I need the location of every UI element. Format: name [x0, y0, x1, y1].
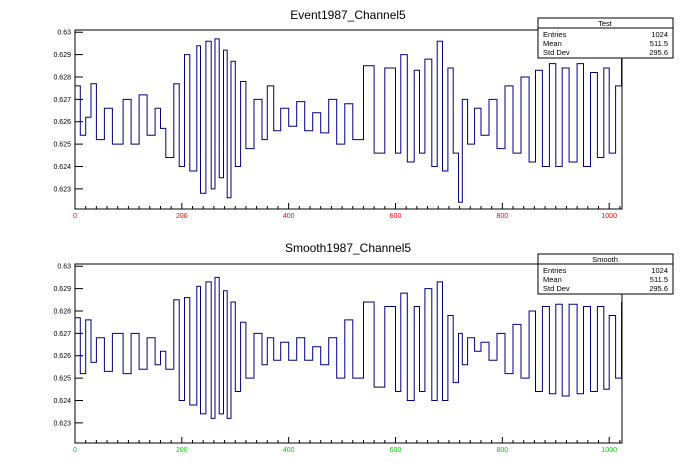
x-tick-label: 1000	[601, 213, 617, 220]
series-line	[75, 276, 622, 419]
y-tick-label: 0.628	[53, 308, 71, 315]
x-tick-label: 600	[390, 447, 402, 454]
x-axis-ticks: 0 200 400 600 800 1000	[73, 203, 617, 220]
y-axis-ticks: 0.623 0.624 0.625 0.626 0.627 0.628 0.629 0.63	[53, 264, 83, 427]
y-tick-label: 0.623	[53, 420, 71, 427]
x-tick-label: 0	[73, 447, 77, 454]
stats-mean-label: Mean	[543, 275, 562, 284]
chart-panel-2: Smooth1987_Channel5 0.623 0.624 0.625 0.626…	[53, 241, 674, 454]
x-tick-label: 800	[497, 213, 509, 220]
x-tick-label: 1000	[601, 447, 617, 454]
stats-box-frame	[537, 17, 674, 59]
x-axis-minor-ticks	[85, 206, 621, 209]
stats-mean-value: 511.5	[650, 275, 668, 284]
plot-frame	[74, 29, 623, 210]
x-tick-label: 600	[390, 213, 402, 220]
y-tick-label: 0.625	[53, 376, 71, 383]
y-tick-label: 0.624	[53, 398, 71, 405]
x-tick-label: 200	[176, 447, 188, 454]
stats-entries-value: 1024	[651, 266, 668, 275]
chart-title: Event1987_Channel5	[290, 8, 406, 22]
x-tick-label: 200	[176, 213, 188, 220]
stats-mean-value: 511.5	[650, 39, 668, 48]
stats-stddev-value: 295.6	[649, 284, 668, 293]
stats-stddev-value: 295.6	[649, 48, 668, 57]
y-tick-label: 0.626	[53, 353, 71, 360]
y-tick-label: 0.627	[53, 331, 71, 338]
stats-entries-label: Entries	[543, 266, 567, 275]
stats-stddev-label: Std Dev	[543, 48, 570, 57]
y-tick-label: 0.629	[53, 286, 71, 293]
stats-box: Test Entries 1024 Mean 511.5 Std Dev 295…	[537, 17, 674, 59]
y-tick-label: 0.63	[57, 30, 71, 37]
stats-box-title: Test	[598, 19, 613, 28]
stats-entries-label: Entries	[543, 30, 567, 39]
y-axis-ticks: 0.623 0.624 0.625 0.626 0.627 0.628 0.629 0.63	[53, 30, 83, 193]
stats-box: Smooth Entries 1024 Mean 511.5 Std Dev 2…	[537, 253, 674, 295]
chart-title: Smooth1987_Channel5	[285, 241, 411, 255]
y-tick-label: 0.625	[53, 142, 71, 149]
x-axis-minor-ticks	[85, 440, 621, 443]
x-tick-label: 0	[73, 213, 77, 220]
stats-stddev-label: Std Dev	[543, 284, 570, 293]
x-tick-label: 800	[497, 447, 509, 454]
y-tick-label: 0.627	[53, 97, 71, 104]
stats-mean-label: Mean	[543, 39, 562, 48]
x-axis-ticks: 0 200 400 600 800 1000	[73, 437, 617, 454]
series-line	[75, 38, 622, 203]
chart-panel-1: Event1987_Channel5 0.6230.6240.6250.6260…	[53, 8, 674, 220]
y-tick-label: 0.629	[53, 52, 71, 59]
y-tick-label: 0.628	[53, 74, 71, 81]
y-tick-label: 0.624	[53, 164, 71, 171]
y-tick-label: 0.626	[53, 119, 71, 126]
y-tick-label: 0.63	[57, 264, 71, 271]
stats-box-frame	[537, 253, 674, 295]
x-tick-label: 400	[283, 213, 295, 220]
x-tick-label: 400	[283, 447, 295, 454]
stats-box-title: Smooth	[592, 255, 618, 264]
stats-entries-value: 1024	[651, 30, 668, 39]
y-tick-label: 0.623	[53, 186, 71, 193]
